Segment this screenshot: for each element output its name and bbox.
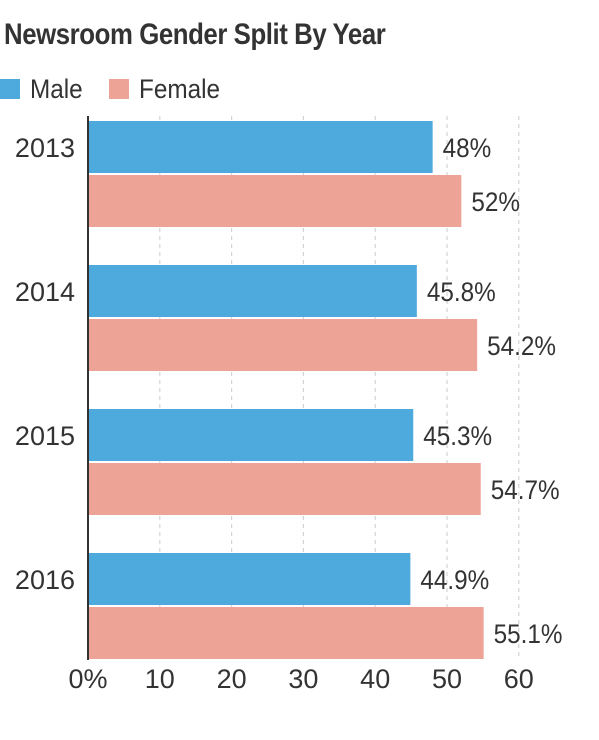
x-tick-label: 10	[145, 664, 175, 694]
x-tick-label: 0%	[68, 664, 107, 694]
data-label: 54.7%	[491, 476, 560, 505]
data-label: 55.1%	[494, 620, 563, 649]
data-label: 45.3%	[423, 422, 492, 451]
bar	[88, 175, 462, 227]
legend: Male Female	[0, 72, 249, 106]
x-tick-label: 50	[432, 664, 462, 694]
legend-swatch-female	[108, 79, 129, 99]
legend-swatch-male	[0, 79, 20, 99]
x-tick-label: 20	[217, 664, 247, 694]
category-label: 2015	[15, 421, 75, 451]
category-label: 2014	[15, 277, 75, 307]
bar	[88, 463, 481, 515]
legend-label-male: Male	[30, 73, 83, 104]
bar	[88, 553, 411, 605]
bar	[88, 409, 414, 461]
data-label: 54.2%	[487, 332, 556, 361]
legend-item-male: Male	[0, 74, 89, 105]
x-tick-label: 40	[360, 664, 390, 694]
x-tick-label: 60	[504, 664, 534, 694]
bar	[88, 265, 417, 317]
bar	[88, 319, 478, 371]
legend-label-female: Female	[138, 73, 220, 104]
data-label: 52%	[471, 188, 520, 217]
data-label: 48%	[443, 134, 492, 163]
category-label: 2016	[15, 565, 75, 595]
x-tick-label: 30	[288, 664, 318, 694]
data-label: 45.8%	[427, 278, 496, 307]
data-label: 44.9%	[420, 566, 489, 595]
chart-title: Newsroom Gender Split By Year	[4, 18, 386, 51]
legend-item-female: Female	[108, 73, 229, 105]
bar	[88, 607, 484, 659]
bar	[88, 121, 433, 173]
category-label: 2013	[15, 133, 75, 163]
